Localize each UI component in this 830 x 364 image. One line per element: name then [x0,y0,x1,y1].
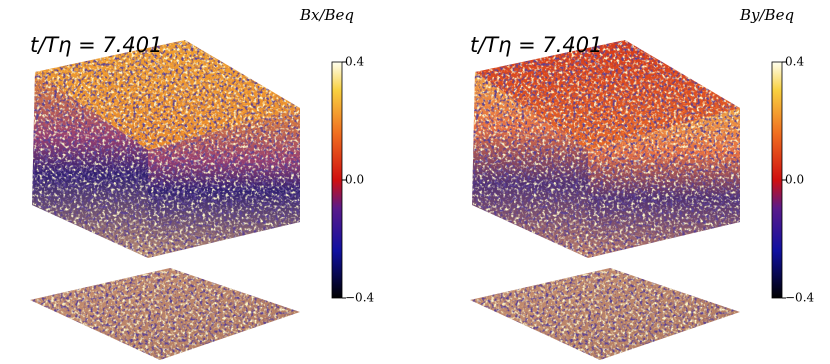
cube-side-texture [588,108,740,258]
colorbar-tick-label: −0.4 [345,291,375,305]
colorbar [331,61,343,299]
colorbar-tick-label: 0.0 [785,173,804,187]
cube-front-texture [32,72,148,258]
floor-slice-texture [470,268,740,360]
panel: t/Tη = 7.401 By/Beq 0.4 0.0 −0.4 [470,6,815,360]
colorbar-label: Bx/Beq [299,6,354,24]
colorbar-tick-label: −0.4 [785,291,815,305]
colorbar-tick-label: 0.0 [345,173,364,187]
colorbar-tick-label: 0.4 [345,55,364,69]
time-label: t/Tη = 7.401 [470,33,603,57]
floor-slice-texture [30,268,300,360]
colorbar-label: By/Beq [739,6,794,24]
cube-side-texture [148,108,300,258]
colorbar-tick-label: 0.4 [785,55,804,69]
panel: t/Tη = 7.401 Bx/Beq 0.4 0.0 −0.4 [30,6,375,360]
cube-top-texture [35,40,300,150]
colorbar [771,61,783,299]
cube-front-texture [472,72,588,258]
cube-top-texture [475,40,740,150]
time-label: t/Tη = 7.401 [30,33,163,57]
